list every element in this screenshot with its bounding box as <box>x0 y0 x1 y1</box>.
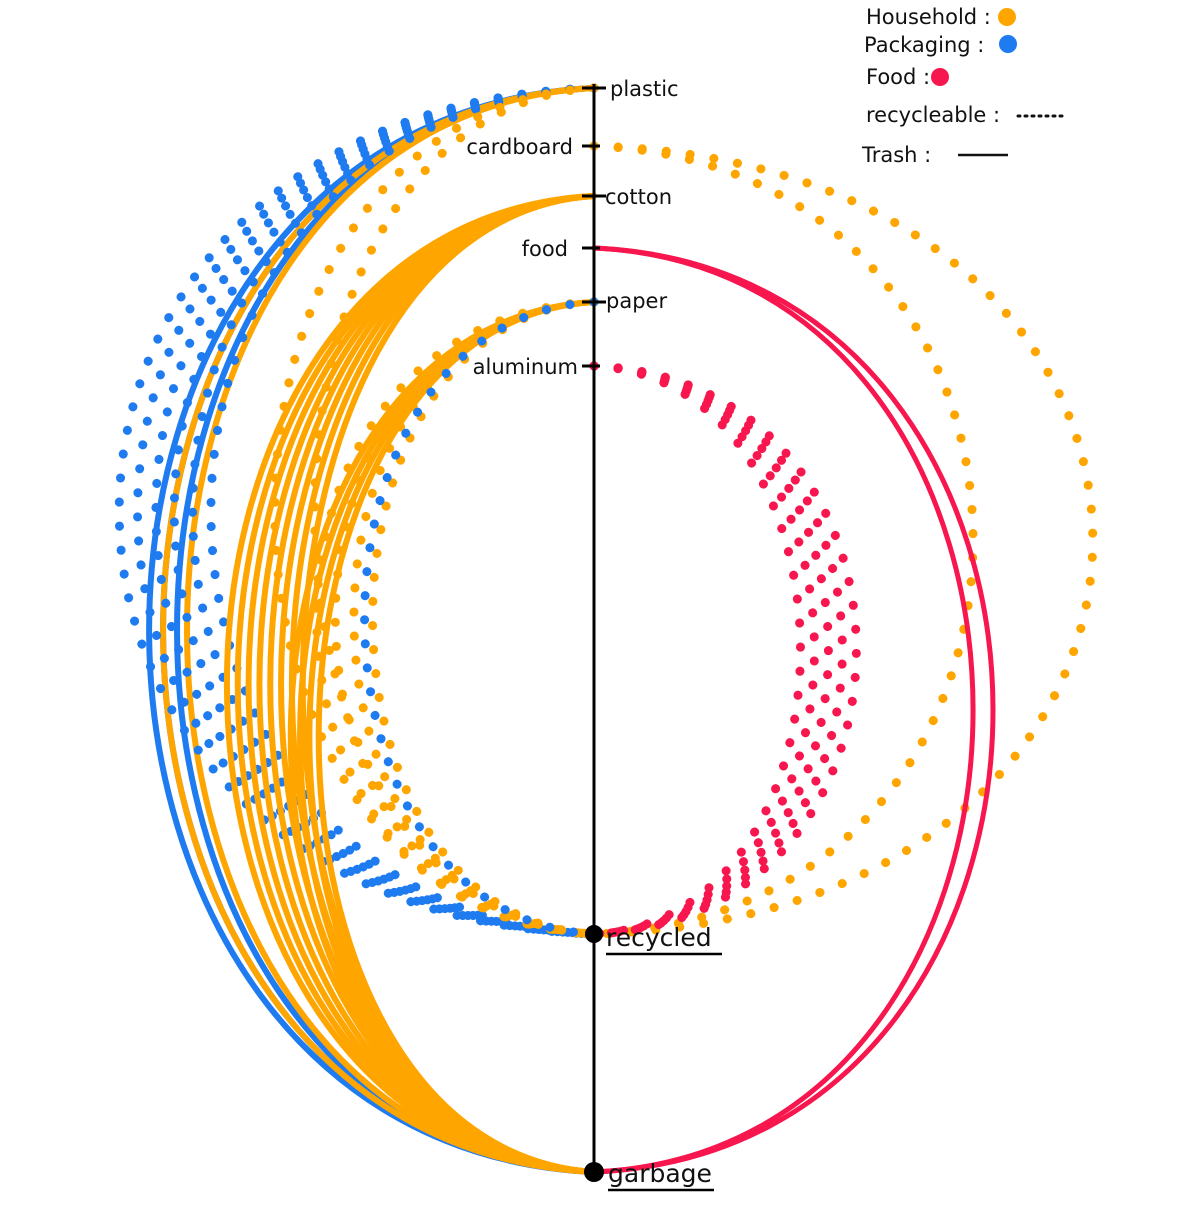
label-cardboard: cardboard <box>466 135 573 159</box>
flow-arc-cotton-garbage-household-8 <box>223 193 597 1175</box>
flow-arc-plastic-recycled-packaging-4 <box>151 83 599 939</box>
arcs-layer <box>114 83 1098 1175</box>
flow-arc-plastic-recycled-packaging-1 <box>206 83 599 939</box>
label-plastic: plastic <box>610 77 679 101</box>
flow-arc-plastic-recycled-packaging-5 <box>133 83 599 939</box>
flow-arc-food-garbage-food-2 <box>591 245 996 1175</box>
label-cotton: cotton <box>605 185 672 209</box>
flow-arc-cardboard-recycled-household-2 <box>589 141 1098 939</box>
recycled-node <box>585 925 603 943</box>
flow-arc-paper-recycled-household-4 <box>312 297 599 939</box>
label-food: food <box>522 237 568 261</box>
label-recycled: recycled <box>606 923 712 952</box>
flow-arc-aluminum-recycled-food-5 <box>589 361 861 939</box>
flow-arc-plastic-garbage-household-1 <box>184 85 597 1175</box>
legend-household-swatch <box>998 8 1016 26</box>
flow-arc-plastic-recycled-packaging-2 <box>188 83 599 939</box>
label-paper: paper <box>606 289 667 313</box>
flow-arc-paper-garbage-household-2 <box>306 299 597 1175</box>
flow-arc-cotton-garbage-household-7 <box>234 193 597 1175</box>
flow-arc-paper-recycled-household-2 <box>349 297 599 939</box>
legend-recyclable-label: recycleable : <box>866 103 1000 127</box>
label-garbage: garbage <box>608 1159 712 1188</box>
legend-packaging-swatch <box>999 35 1017 53</box>
flow-arc-cardboard-recycled-household-1 <box>589 141 978 939</box>
axis-ticks <box>582 86 606 368</box>
flow-arc-cotton-garbage-household-6 <box>245 193 597 1175</box>
legend-trash-label: Trash : <box>861 143 931 167</box>
flow-arc-aluminum-recycled-food-3 <box>589 361 833 939</box>
garbage-node <box>584 1162 604 1182</box>
legend-food-swatch <box>931 68 949 86</box>
legend-food-label: Food : <box>866 65 930 89</box>
legend-packaging-label: Packaging : <box>864 33 984 57</box>
flow-arc-aluminum-recycled-food-1 <box>589 361 805 939</box>
flow-arc-aluminum-recycled-food-4 <box>589 361 847 939</box>
flow-arc-cotton-garbage-household-5 <box>256 193 597 1175</box>
flow-arc-paper-recycled-packaging-1 <box>360 297 599 939</box>
legend-household-label: Household : <box>866 5 991 29</box>
legend: Household : Packaging : Food : recycleab… <box>861 5 1064 167</box>
label-aluminum: aluminum <box>473 355 578 379</box>
flow-arc-paper-recycled-household-3 <box>330 297 599 939</box>
flow-arc-plastic-garbage-packaging-3 <box>146 85 597 1175</box>
flow-arc-paper-garbage-household-1 <box>315 299 597 1175</box>
flow-arc-food-garbage-food-1 <box>591 245 976 1175</box>
